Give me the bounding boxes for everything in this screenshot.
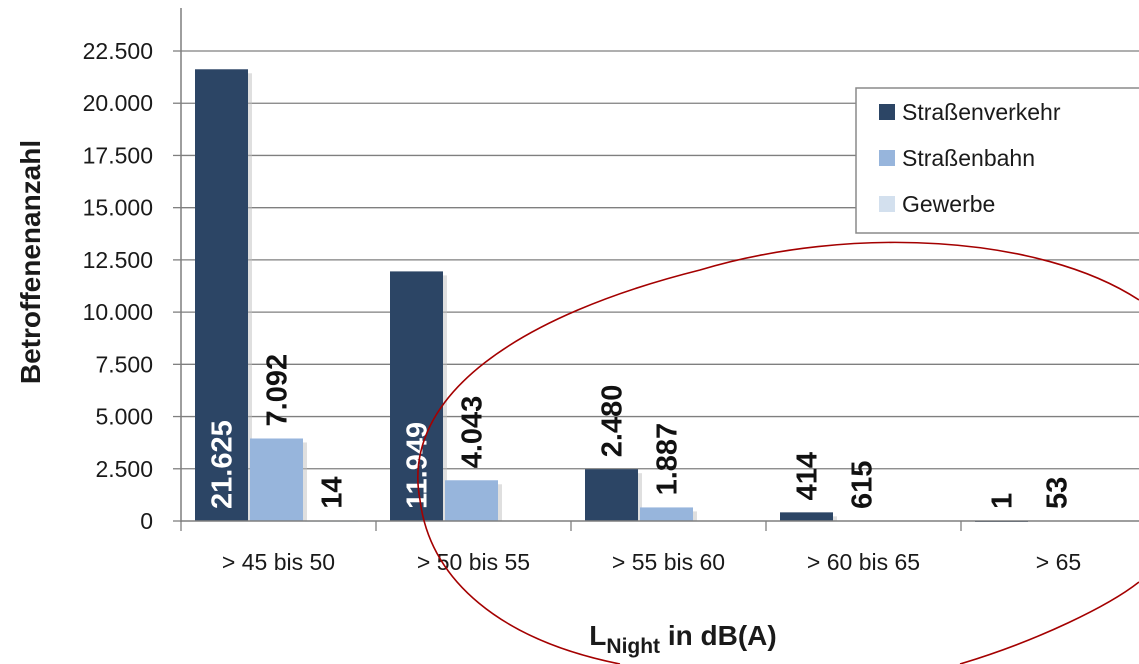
data-label: 414 — [792, 452, 824, 500]
data-label: 11.949 — [402, 422, 434, 509]
y-tick-label: 2.500 — [95, 456, 153, 482]
x-axis-title-main: L — [589, 620, 606, 651]
data-label: 1.887 — [652, 423, 684, 496]
y-tick-label: 15.000 — [83, 195, 153, 221]
bar — [250, 438, 303, 521]
data-label: 4.043 — [457, 396, 489, 469]
data-label: 1 — [987, 493, 1019, 509]
legend-label: Gewerbe — [902, 191, 995, 217]
legend-label: Straßenverkehr — [902, 99, 1061, 125]
x-axis-title-subscript: Night — [606, 635, 660, 658]
data-label: 14 — [317, 476, 349, 508]
x-category-label: > 60 bis 65 — [807, 549, 920, 575]
y-tick-label: 12.500 — [83, 247, 153, 273]
data-label: 7.092 — [262, 354, 294, 427]
legend-swatch — [879, 150, 895, 166]
y-tick-label: 22.500 — [83, 38, 153, 64]
y-tick-label: 5.000 — [95, 404, 153, 430]
axes — [180, 8, 1139, 531]
legend-box — [855, 87, 1139, 234]
bar — [780, 512, 833, 521]
grid-lines — [181, 50, 1139, 470]
x-category-label: > 65 — [1036, 549, 1081, 575]
x-category-labels: > 45 bis 50 > 50 bis 55 > 55 bis 60 > 60 bi… — [222, 549, 1081, 575]
x-category-label: > 45 bis 50 — [222, 549, 335, 575]
x-category-label: > 55 bis 60 — [612, 549, 725, 575]
bar — [585, 469, 638, 521]
x-axis-title-rest: in dB(A) — [660, 620, 777, 651]
y-tick-label: 20.000 — [83, 90, 153, 116]
legend-swatch — [879, 196, 895, 212]
y-axis-title: Betroffenenanzahl — [15, 140, 46, 384]
data-label: 615 — [847, 461, 879, 509]
x-axis-title: LNight in dB(A) — [589, 620, 776, 658]
bar — [195, 69, 248, 522]
legend-label: Straßenbahn — [902, 145, 1035, 171]
y-tick-label: 7.500 — [95, 351, 153, 377]
legend-swatch — [879, 104, 895, 120]
y-tick-label: 17.500 — [83, 142, 153, 168]
bar — [390, 271, 443, 521]
bars — [195, 69, 1028, 522]
data-label: 53 — [1042, 477, 1074, 509]
y-tick-labels: 0 2.500 5.000 7.500 10.000 12.500 15.000 17.500… — [83, 38, 181, 534]
bar — [640, 507, 693, 521]
data-label: 21.625 — [207, 420, 239, 509]
annotation-ellipse — [417, 241, 1139, 664]
x-category-label: > 50 bis 55 — [417, 549, 530, 575]
bar — [445, 480, 498, 521]
legend: Straßenverkehr Straßenbahn Gewerbe — [855, 87, 1139, 234]
y-tick-label: 0 — [140, 508, 153, 534]
data-labels: 21.625 7.092 14 11.949 4.043 2.480 1.887 414 615… — [207, 354, 1074, 509]
data-label: 2.480 — [597, 385, 629, 458]
y-tick-label: 10.000 — [83, 299, 153, 325]
